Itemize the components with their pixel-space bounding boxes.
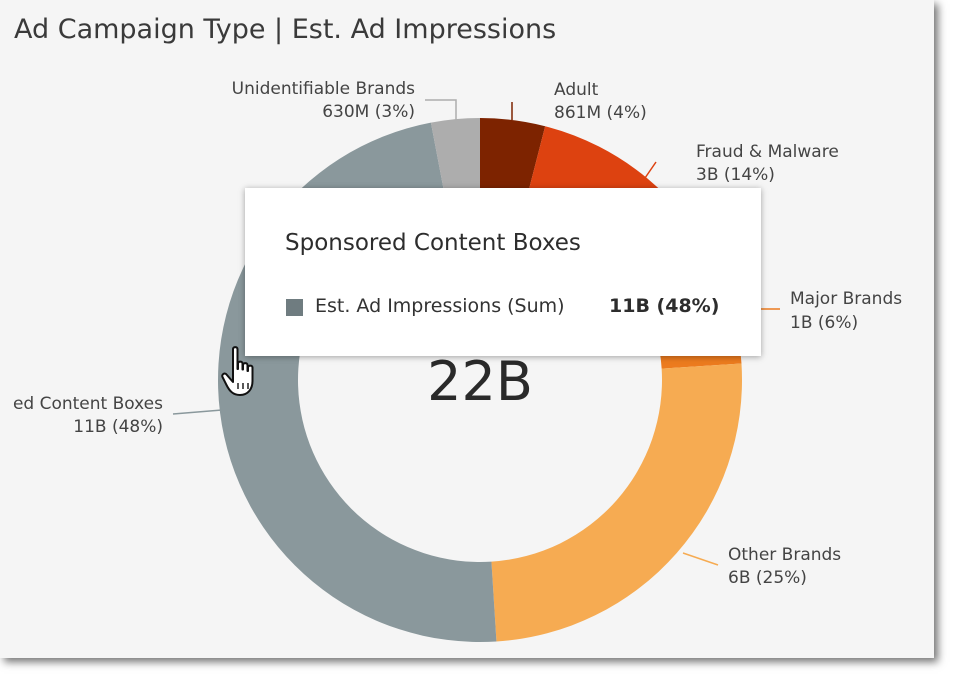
slice-value-adult: 861M (4%) [554, 103, 647, 123]
slice-label-unidentifiable-brands: Unidentifiable Brands [232, 79, 415, 99]
slice-label-sponsored-content-boxes: ed Content Boxes [13, 394, 163, 414]
slice-label-adult: Adult [554, 80, 599, 100]
slice-other-brands[interactable] [491, 363, 743, 642]
slice-unidentifiable-brands[interactable] [430, 118, 480, 202]
leader-line-unidentifiable-brands [425, 99, 457, 120]
slice-value-unidentifiable-brands: 630M (3%) [322, 102, 415, 122]
center-total-label: 22B [427, 350, 533, 413]
hand-pointer-icon [221, 346, 254, 396]
slice-value-fraud-malware: 3B (14%) [696, 165, 775, 185]
leader-line-sponsored-content-boxes [172, 409, 223, 415]
leader-line-other-brands [682, 552, 719, 566]
slice-value-other-brands: 6B (25%) [728, 568, 807, 588]
slice-label-major-brands: Major Brands [790, 289, 902, 309]
tooltip-legend-swatch [286, 299, 303, 316]
leader-line-fraud-malware [644, 161, 657, 179]
slice-label-fraud-malware: Fraud & Malware [696, 142, 839, 162]
chart-card: Ad Campaign Type | Est. Ad Impressions A… [12, 14, 903, 643]
slice-label-other-brands: Other Brands [728, 545, 841, 565]
tooltip-measure-value: 11B (48%) [609, 295, 720, 317]
tooltip-title: Sponsored Content Boxes [285, 230, 581, 256]
slice-adult[interactable] [480, 118, 546, 204]
tooltip-measure-label: Est. Ad Impressions (Sum) [315, 295, 565, 317]
chart-title: Ad Campaign Type | Est. Ad Impressions [14, 14, 557, 45]
slice-value-major-brands: 1B (6%) [790, 313, 858, 333]
slice-value-sponsored-content-boxes: 11B (48%) [73, 417, 163, 437]
tooltip: Sponsored Content Boxes Est. Ad Impressi… [245, 188, 761, 356]
